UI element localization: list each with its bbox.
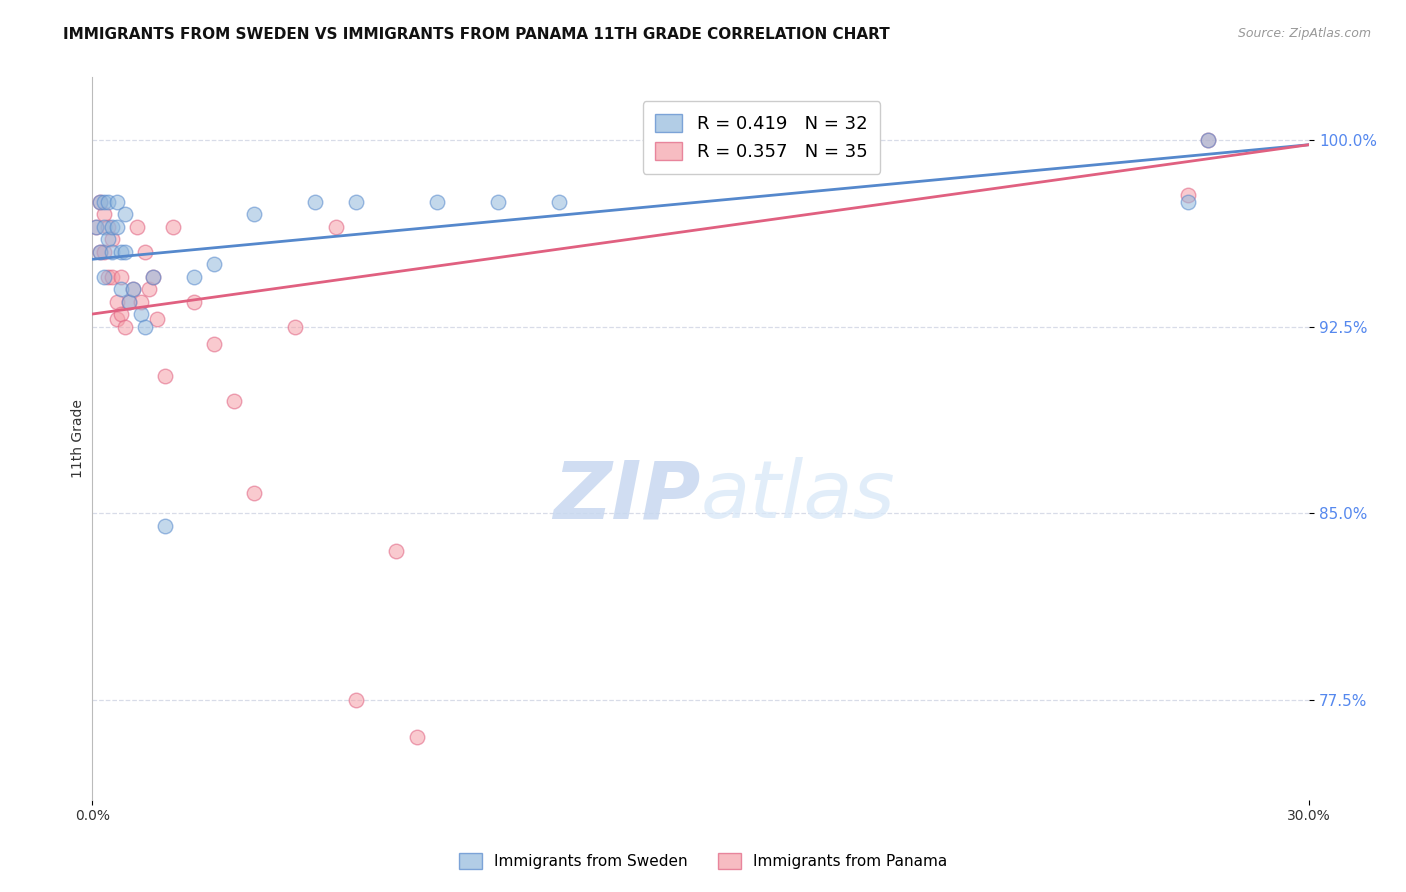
Point: [121, 282, 143, 296]
Point: [110, 307, 132, 321]
Point: [105, 194, 128, 209]
Point: [344, 693, 367, 707]
Point: [84, 219, 107, 234]
Point: [101, 244, 124, 259]
Text: Source: ZipAtlas.com: Source: ZipAtlas.com: [1237, 27, 1371, 40]
Point: [1197, 133, 1219, 147]
Text: ZIP: ZIP: [554, 458, 700, 535]
Point: [89, 244, 111, 259]
Point: [93, 207, 115, 221]
Point: [93, 219, 115, 234]
Point: [101, 219, 124, 234]
Point: [89, 194, 111, 209]
Y-axis label: 11th Grade: 11th Grade: [72, 399, 86, 478]
Point: [125, 219, 148, 234]
Point: [129, 307, 152, 321]
Point: [243, 486, 266, 500]
Point: [129, 294, 152, 309]
Point: [142, 269, 165, 284]
Point: [105, 219, 128, 234]
Point: [114, 319, 136, 334]
Point: [1177, 194, 1199, 209]
Legend: Immigrants from Sweden, Immigrants from Panama: Immigrants from Sweden, Immigrants from …: [453, 847, 953, 875]
Point: [118, 294, 141, 309]
Point: [110, 244, 132, 259]
Point: [162, 219, 184, 234]
Text: atlas: atlas: [700, 458, 896, 535]
Point: [155, 518, 177, 533]
Point: [224, 394, 246, 409]
Point: [93, 269, 115, 284]
Point: [405, 731, 427, 745]
Point: [385, 543, 408, 558]
Point: [284, 319, 307, 334]
Point: [134, 319, 156, 334]
Point: [138, 282, 160, 296]
Point: [1177, 187, 1199, 202]
Point: [146, 312, 169, 326]
Point: [114, 244, 136, 259]
Point: [142, 269, 165, 284]
Point: [105, 294, 128, 309]
Point: [84, 219, 107, 234]
Point: [486, 194, 509, 209]
Point: [202, 337, 225, 351]
Point: [97, 269, 120, 284]
Point: [110, 269, 132, 284]
Point: [243, 207, 266, 221]
Point: [97, 194, 120, 209]
Point: [110, 282, 132, 296]
Point: [183, 269, 205, 284]
Point: [114, 207, 136, 221]
Point: [155, 369, 177, 384]
Point: [344, 194, 367, 209]
Point: [304, 194, 326, 209]
Point: [118, 294, 141, 309]
Point: [1197, 133, 1219, 147]
Text: IMMIGRANTS FROM SWEDEN VS IMMIGRANTS FROM PANAMA 11TH GRADE CORRELATION CHART: IMMIGRANTS FROM SWEDEN VS IMMIGRANTS FRO…: [63, 27, 890, 42]
Point: [89, 244, 111, 259]
Point: [134, 244, 156, 259]
Point: [105, 312, 128, 326]
Legend: R = 0.419   N = 32, R = 0.357   N = 35: R = 0.419 N = 32, R = 0.357 N = 35: [643, 101, 880, 174]
Point: [121, 282, 143, 296]
Point: [93, 244, 115, 259]
Point: [101, 232, 124, 246]
Point: [426, 194, 449, 209]
Point: [202, 257, 225, 271]
Point: [101, 269, 124, 284]
Point: [325, 219, 347, 234]
Point: [97, 219, 120, 234]
Point: [97, 232, 120, 246]
Point: [93, 194, 115, 209]
Point: [547, 194, 569, 209]
Point: [183, 294, 205, 309]
Point: [89, 194, 111, 209]
